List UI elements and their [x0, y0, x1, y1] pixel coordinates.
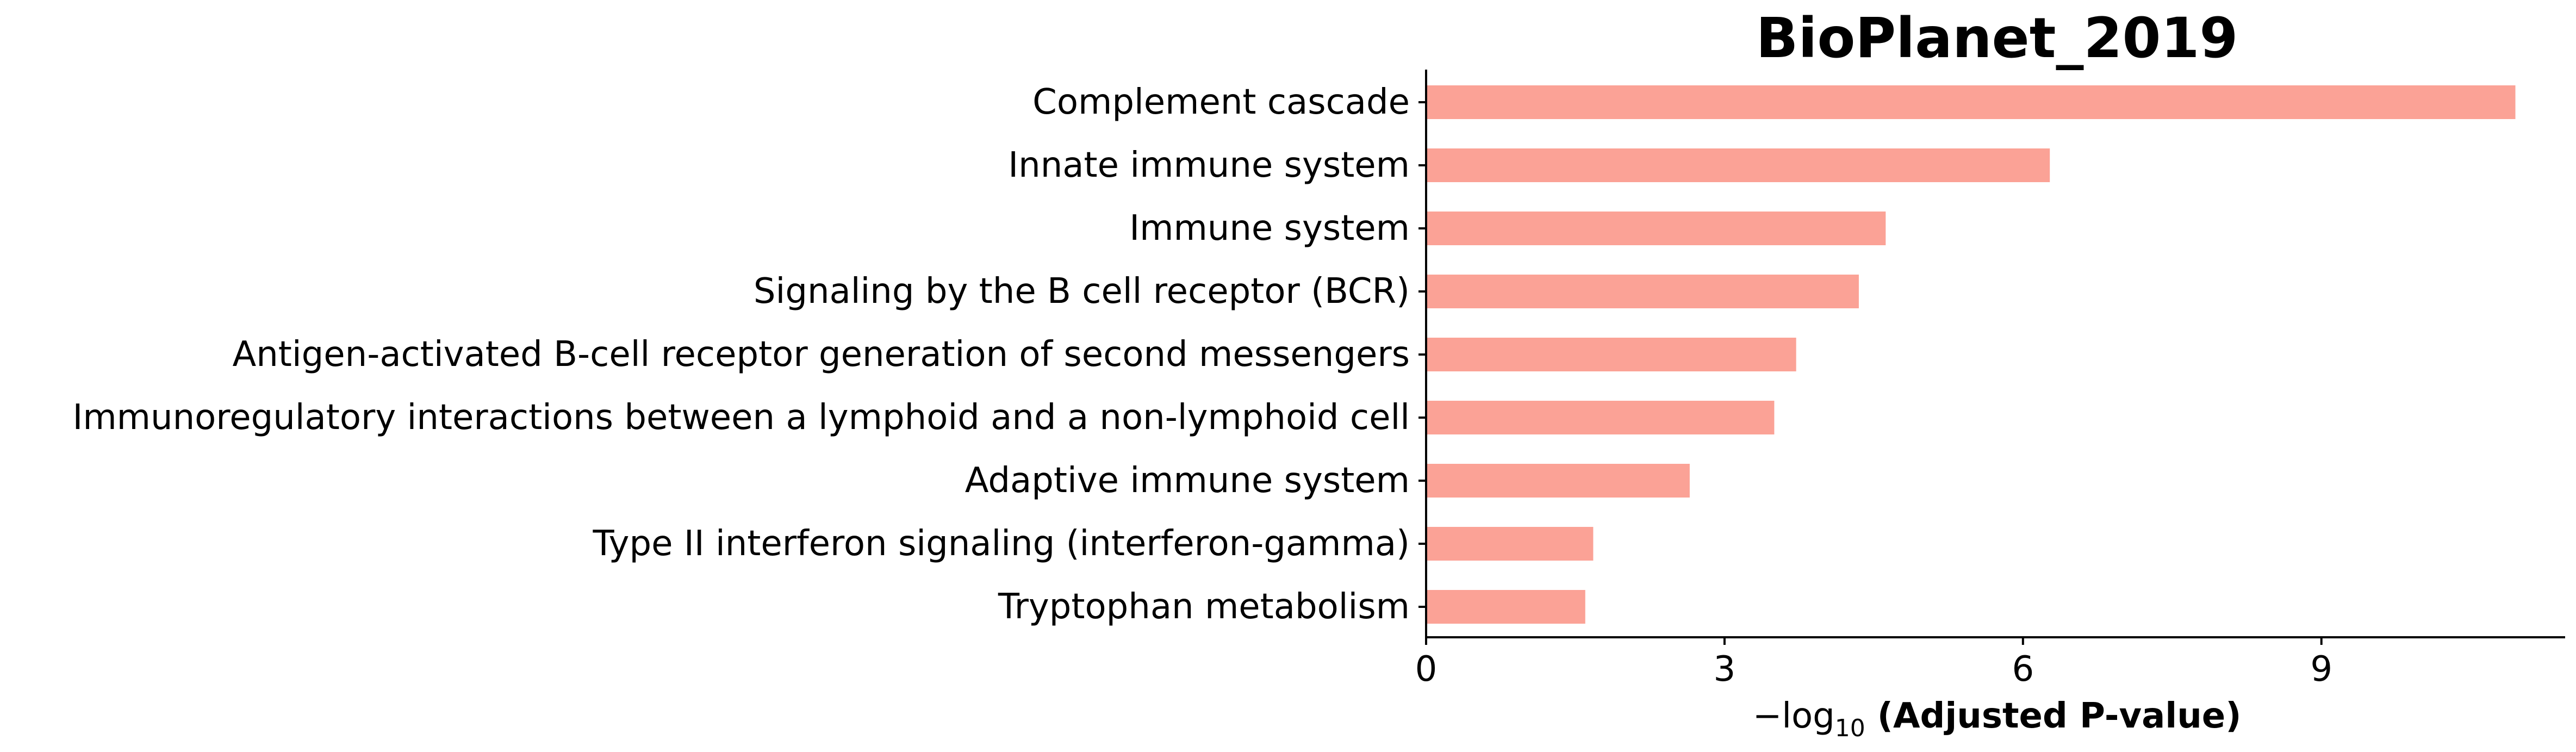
category-label: Innate immune system	[1008, 145, 1410, 185]
x-axis-label-suffix: (Adjusted P-value)	[1877, 696, 2242, 736]
x-tick-label: 6	[2012, 649, 2034, 689]
chart-title: BioPlanet_2019	[1756, 6, 2238, 71]
category-label: Complement cascade	[1032, 82, 1410, 122]
bar	[1426, 590, 1585, 624]
bars-group	[1426, 85, 2516, 624]
category-labels: Complement cascade Innate immune system Im…	[72, 82, 1426, 627]
bar	[1426, 464, 1690, 498]
category-label: Signaling by the B cell receptor (BCR)	[754, 271, 1410, 312]
x-tick-label: 0	[1415, 649, 1438, 689]
category-label: Adaptive immune system	[965, 461, 1410, 501]
bar	[1426, 212, 1886, 245]
bar	[1426, 85, 2516, 119]
x-tick-label: 9	[2310, 649, 2332, 689]
category-label: Tryptophan metabolism	[998, 587, 1410, 627]
bar	[1426, 401, 1775, 434]
x-axis-label-prefix: −log	[1753, 696, 1835, 736]
bar	[1426, 527, 1594, 561]
category-label: Antigen-activated B-cell receptor genera…	[232, 334, 1410, 375]
bar	[1426, 148, 2050, 182]
x-axis-ticks: 0 3 6 9	[1415, 637, 2332, 689]
category-label: Type II interferon signaling (interferon…	[593, 524, 1410, 564]
x-tick-label: 3	[1714, 649, 1736, 689]
bar	[1426, 275, 1859, 308]
bar	[1426, 338, 1796, 371]
x-axis-label-subscript: 10	[1835, 714, 1865, 742]
x-axis-label: −log10 (Adjusted P-value)	[1753, 696, 2242, 742]
category-label: Immune system	[1129, 208, 1410, 248]
category-label: Immunoregulatory interactions between a …	[72, 397, 1410, 438]
